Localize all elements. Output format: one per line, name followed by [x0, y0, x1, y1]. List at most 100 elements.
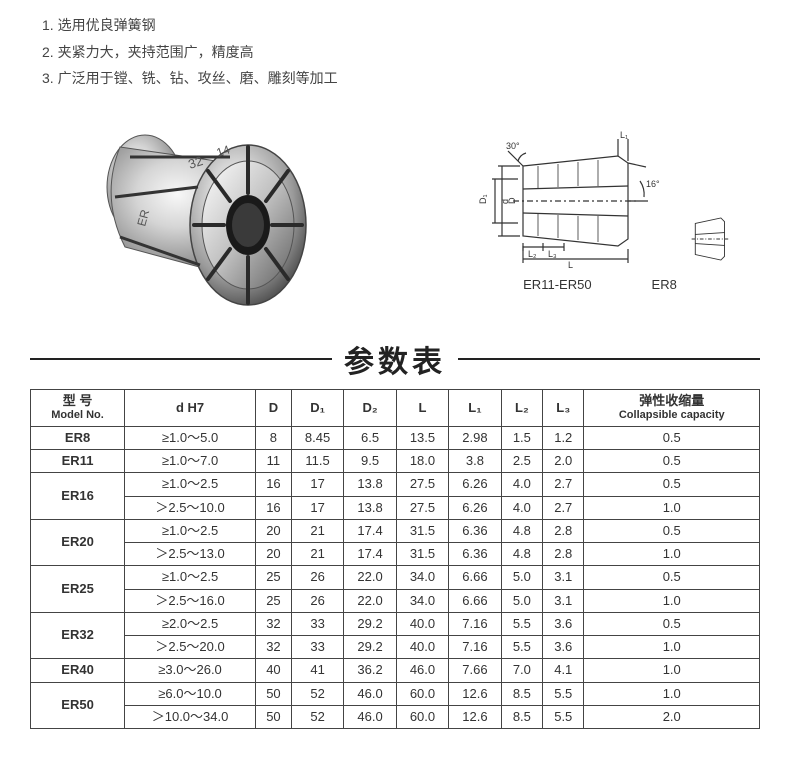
- data-cell: 18.0: [396, 450, 448, 473]
- data-cell: ≥3.0～26.0: [125, 659, 256, 682]
- svg-text:D₁: D₁: [478, 195, 488, 205]
- data-cell: 8.45: [291, 426, 343, 449]
- data-cell: 1.0: [584, 589, 760, 612]
- data-cell: 3.1: [543, 589, 584, 612]
- data-cell: 40: [255, 659, 291, 682]
- data-cell: 40.0: [396, 636, 448, 659]
- data-cell: 1.0: [584, 659, 760, 682]
- data-cell: 13.8: [344, 496, 396, 519]
- svg-text:16°: 16°: [646, 179, 660, 189]
- svg-text:L: L: [568, 260, 573, 270]
- data-cell: 2.98: [449, 426, 501, 449]
- feature-list: 1. 选用优良弹簧钢 2. 夹紧力大，夹持范围广，精度高 3. 广泛用于镗、铣、…: [42, 12, 760, 92]
- data-cell: ＞2.5～13.0: [125, 543, 256, 566]
- column-header: L₂: [501, 389, 542, 426]
- data-cell: ＞2.5～20.0: [125, 636, 256, 659]
- data-cell: 27.5: [396, 473, 448, 496]
- data-cell: 60.0: [396, 705, 448, 728]
- data-cell: 4.0: [501, 496, 542, 519]
- table-row: ＞2.5～20.0323329.240.07.165.53.61.0: [31, 636, 760, 659]
- data-cell: 46.0: [396, 659, 448, 682]
- data-cell: ≥2.0～2.5: [125, 612, 256, 635]
- data-cell: 9.5: [344, 450, 396, 473]
- data-cell: 7.16: [449, 612, 501, 635]
- data-cell: 21: [291, 519, 343, 542]
- model-cell: ER32: [31, 612, 125, 659]
- table-row: ER40≥3.0～26.0404136.246.07.667.04.11.0: [31, 659, 760, 682]
- table-row: ＞2.5～10.0161713.827.56.264.02.71.0: [31, 496, 760, 519]
- data-cell: 6.5: [344, 426, 396, 449]
- data-cell: 2.7: [543, 496, 584, 519]
- model-cell: ER8: [31, 426, 125, 449]
- data-cell: 17.4: [344, 543, 396, 566]
- data-cell: 17: [291, 496, 343, 519]
- data-cell: 0.5: [584, 566, 760, 589]
- table-row: ＞10.0～34.0505246.060.012.68.55.52.0: [31, 705, 760, 728]
- data-cell: 26: [291, 589, 343, 612]
- data-cell: 4.0: [501, 473, 542, 496]
- svg-text:D: D: [507, 197, 517, 204]
- table-row: ER32≥2.0～2.5323329.240.07.165.53.60.5: [31, 612, 760, 635]
- data-cell: 11: [255, 450, 291, 473]
- data-cell: 34.0: [396, 589, 448, 612]
- model-cell: ER40: [31, 659, 125, 682]
- table-header-row: 型 号Model No.d H7DD₁D₂LL₁L₂L₃弹性收缩量Collaps…: [31, 389, 760, 426]
- data-cell: 5.0: [501, 589, 542, 612]
- data-cell: 21: [291, 543, 343, 566]
- data-cell: ＞10.0～34.0: [125, 705, 256, 728]
- data-cell: 46.0: [344, 682, 396, 705]
- data-cell: 12.6: [449, 682, 501, 705]
- model-cell: ER20: [31, 519, 125, 566]
- svg-text:L₃: L₃: [548, 249, 557, 259]
- data-cell: 6.36: [449, 543, 501, 566]
- collet-photo: 32 14 ER: [80, 112, 320, 312]
- data-cell: 50: [255, 682, 291, 705]
- data-cell: 52: [291, 682, 343, 705]
- data-cell: 32: [255, 636, 291, 659]
- table-head: 型 号Model No.d H7DD₁D₂LL₁L₂L₃弹性收缩量Collaps…: [31, 389, 760, 426]
- column-header: D₁: [291, 389, 343, 426]
- data-cell: 33: [291, 636, 343, 659]
- data-cell: 46.0: [344, 705, 396, 728]
- column-header: D: [255, 389, 291, 426]
- data-cell: 6.36: [449, 519, 501, 542]
- data-cell: 4.1: [543, 659, 584, 682]
- data-cell: ≥1.0～2.5: [125, 566, 256, 589]
- table-title-row: 参数表: [30, 337, 760, 381]
- data-cell: 22.0: [344, 589, 396, 612]
- data-cell: 36.2: [344, 659, 396, 682]
- data-cell: 7.66: [449, 659, 501, 682]
- data-cell: 25: [255, 589, 291, 612]
- data-cell: 17.4: [344, 519, 396, 542]
- data-cell: 16: [255, 496, 291, 519]
- data-cell: 33: [291, 612, 343, 635]
- data-cell: 1.2: [543, 426, 584, 449]
- data-cell: 7.0: [501, 659, 542, 682]
- data-cell: 3.1: [543, 566, 584, 589]
- data-cell: 0.5: [584, 612, 760, 635]
- svg-text:L₂: L₂: [528, 249, 537, 259]
- data-cell: 34.0: [396, 566, 448, 589]
- data-cell: ≥6.0～10.0: [125, 682, 256, 705]
- column-header: 型 号Model No.: [31, 389, 125, 426]
- model-cell: ER16: [31, 473, 125, 520]
- data-cell: 0.5: [584, 426, 760, 449]
- data-cell: 0.5: [584, 519, 760, 542]
- data-cell: 3.6: [543, 636, 584, 659]
- data-cell: 31.5: [396, 519, 448, 542]
- data-cell: 5.5: [543, 682, 584, 705]
- column-header: L₁: [449, 389, 501, 426]
- table-row: ER16≥1.0～2.5161713.827.56.264.02.70.5: [31, 473, 760, 496]
- data-cell: 2.5: [501, 450, 542, 473]
- feature-item: 1. 选用优良弹簧钢: [42, 12, 760, 39]
- data-cell: 5.5: [501, 612, 542, 635]
- data-cell: 2.8: [543, 543, 584, 566]
- feature-item: 2. 夹紧力大，夹持范围广，精度高: [42, 39, 760, 66]
- data-cell: 1.0: [584, 682, 760, 705]
- data-cell: 3.6: [543, 612, 584, 635]
- data-cell: 6.26: [449, 473, 501, 496]
- data-cell: 50: [255, 705, 291, 728]
- table-body: ER8≥1.0～5.088.456.513.52.981.51.20.5ER11…: [31, 426, 760, 728]
- diagram-main-label: ER11-ER50: [523, 277, 591, 292]
- data-cell: 8.5: [501, 705, 542, 728]
